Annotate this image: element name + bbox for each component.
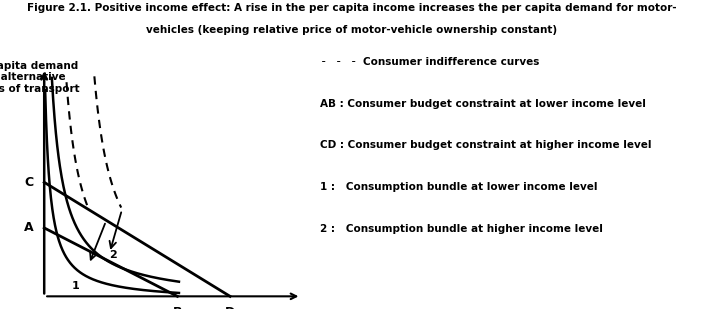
- Text: CD : Consumer budget constraint at higher income level: CD : Consumer budget constraint at highe…: [320, 140, 652, 150]
- Text: Consumer indifference curves: Consumer indifference curves: [363, 57, 539, 67]
- Text: AB : Consumer budget constraint at lower income level: AB : Consumer budget constraint at lower…: [320, 99, 646, 108]
- Text: C: C: [24, 176, 33, 189]
- Text: 1: 1: [72, 281, 80, 291]
- Text: vehicles (keeping relative price of motor-vehicle ownership constant): vehicles (keeping relative price of moto…: [146, 25, 558, 35]
- Text: B: B: [172, 307, 182, 309]
- Text: D: D: [225, 307, 235, 309]
- Text: Figure 2.1. Positive income effect: A rise in the per capita income increases th: Figure 2.1. Positive income effect: A ri…: [27, 3, 677, 13]
- Text: A: A: [24, 222, 33, 235]
- Text: 2: 2: [110, 250, 118, 260]
- Text: Per capita demand
for alternative
modes of transport: Per capita demand for alternative modes …: [0, 61, 80, 94]
- Text: 2 :   Consumption bundle at higher income level: 2 : Consumption bundle at higher income …: [320, 224, 603, 234]
- Text: 1 :   Consumption bundle at lower income level: 1 : Consumption bundle at lower income l…: [320, 182, 598, 192]
- Text: - - -: - - -: [320, 55, 358, 68]
